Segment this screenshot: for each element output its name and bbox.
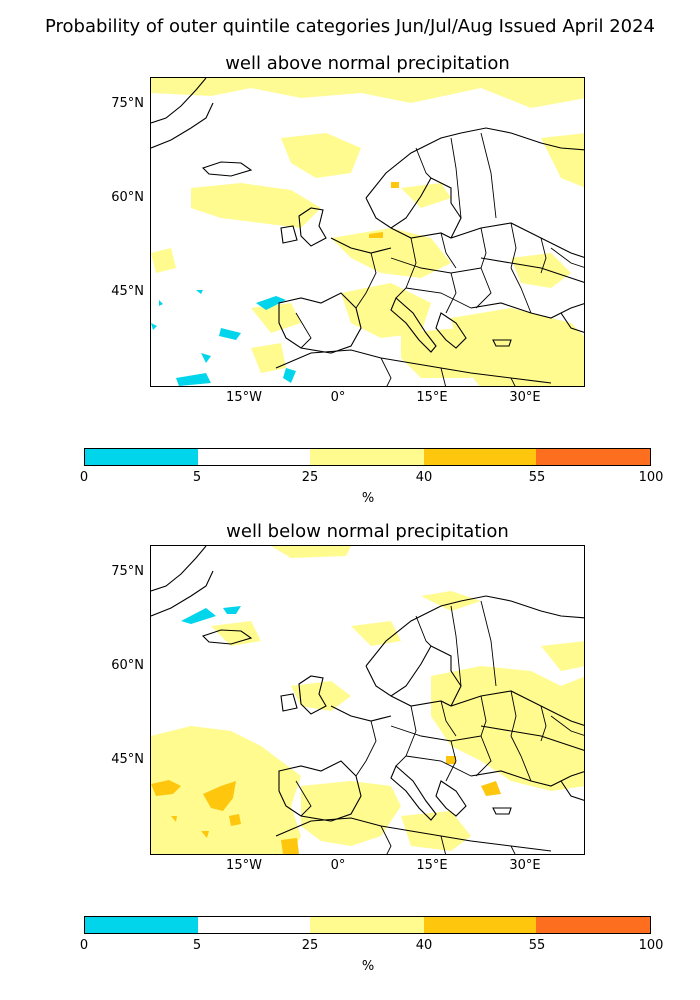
colorbar-above	[84, 448, 651, 466]
shading-25-40	[151, 78, 584, 386]
map-title-below: well below normal precipitation	[226, 521, 509, 542]
shading-0-5	[181, 606, 241, 624]
colorbar-tick: 40	[415, 938, 433, 953]
shading-40-55	[369, 182, 399, 238]
figure-title: Probability of outer quintile categories…	[45, 16, 655, 37]
colorbar-segment	[310, 917, 424, 933]
colorbar-unit: %	[361, 491, 375, 506]
colorbar-segment	[423, 449, 537, 465]
colorbar-tick: 100	[638, 938, 664, 953]
lon-label-15w: 15°W	[226, 390, 262, 405]
colorbar-tick: 40	[415, 470, 433, 485]
lat-label-45n: 45°N	[111, 284, 144, 299]
lon-label-30e: 30°E	[509, 858, 541, 873]
colorbar-tick: 55	[528, 470, 546, 485]
map-well-above	[150, 77, 585, 387]
colorbar-unit: %	[361, 959, 375, 974]
colorbar-segment	[536, 449, 650, 465]
colorbar-segment	[85, 449, 198, 465]
lon-label-0: 0°	[330, 858, 346, 873]
lon-label-0: 0°	[330, 390, 346, 405]
colorbar-segment	[310, 449, 424, 465]
colorbar-tick: 5	[192, 470, 202, 485]
lon-label-15w: 15°W	[226, 858, 262, 873]
shading-40-55	[151, 756, 501, 854]
borders	[295, 132, 584, 386]
colorbar-segment	[423, 917, 537, 933]
borders	[295, 600, 584, 854]
map-title-above: well above normal precipitation	[225, 53, 510, 74]
lat-label-60n: 60°N	[111, 190, 144, 205]
colorbar-tick: 100	[638, 470, 664, 485]
coastlines	[151, 546, 584, 852]
colorbar-tick: 25	[301, 938, 319, 953]
colorbar-tick: 0	[79, 938, 89, 953]
lon-label-15e: 15°E	[416, 858, 448, 873]
coastlines	[151, 78, 584, 384]
colorbar-segment	[536, 917, 650, 933]
colorbar-segment	[197, 917, 311, 933]
colorbar-segment	[197, 449, 311, 465]
lat-label-60n: 60°N	[111, 658, 144, 673]
colorbar-segment	[85, 917, 198, 933]
colorbar-below	[84, 916, 651, 934]
lat-label-75n: 75°N	[111, 564, 144, 579]
lon-label-15e: 15°E	[416, 390, 448, 405]
map-well-below	[150, 545, 585, 855]
colorbar-tick: 55	[528, 938, 546, 953]
shading-0-5	[151, 290, 296, 386]
colorbar-tick: 5	[192, 938, 202, 953]
colorbar-tick: 0	[79, 470, 89, 485]
lon-label-30e: 30°E	[509, 390, 541, 405]
lat-label-45n: 45°N	[111, 752, 144, 767]
lat-label-75n: 75°N	[111, 96, 144, 111]
colorbar-tick: 25	[301, 470, 319, 485]
